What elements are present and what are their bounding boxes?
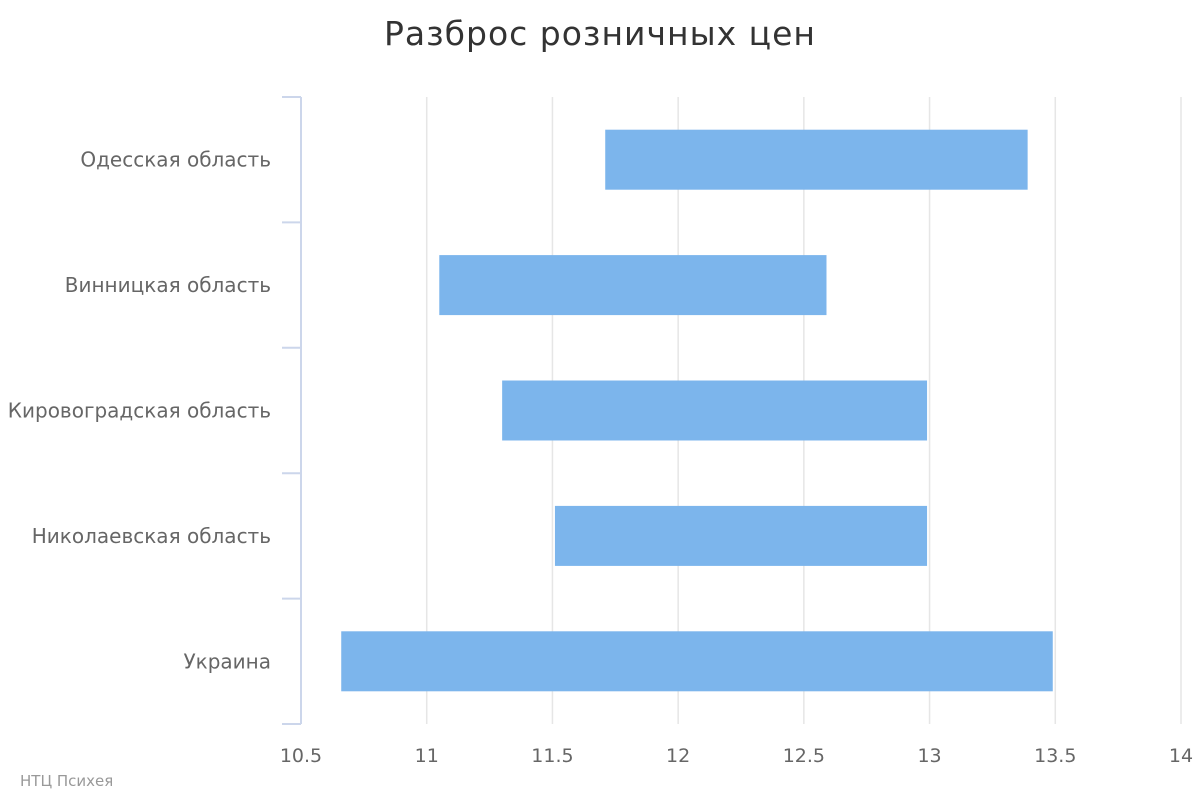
bar-series (341, 129, 1053, 692)
x-tick-label: 14 (1169, 745, 1193, 767)
x-tick-label: 13 (917, 745, 941, 767)
value-axis-labels: 10.5 11 11.5 12 12.5 13 13.5 14 (280, 745, 1193, 767)
category-label: Одесская область (80, 148, 271, 172)
category-label: Украина (183, 649, 271, 673)
category-label: Кировоградская область (8, 399, 271, 423)
x-tick-label: 11.5 (531, 745, 573, 767)
category-label: Николаевская область (32, 524, 271, 548)
chart-title: Разброс розничных цен (384, 14, 816, 53)
range-bar[interactable] (341, 631, 1053, 692)
category-label: Винницкая область (65, 273, 271, 297)
range-bar[interactable] (605, 129, 1028, 190)
x-tick-label: 10.5 (280, 745, 322, 767)
x-tick-label: 12.5 (783, 745, 825, 767)
range-bar[interactable] (554, 505, 928, 566)
credits-text[interactable]: НТЦ Психея (20, 772, 114, 790)
x-tick-label: 12 (666, 745, 690, 767)
x-tick-label: 13.5 (1034, 745, 1076, 767)
range-bar[interactable] (439, 255, 827, 316)
category-axis (282, 96, 302, 725)
x-tick-label: 11 (415, 745, 439, 767)
category-axis-labels: Одесская область Винницкая область Кировог… (8, 148, 271, 674)
range-bar[interactable] (502, 380, 928, 441)
